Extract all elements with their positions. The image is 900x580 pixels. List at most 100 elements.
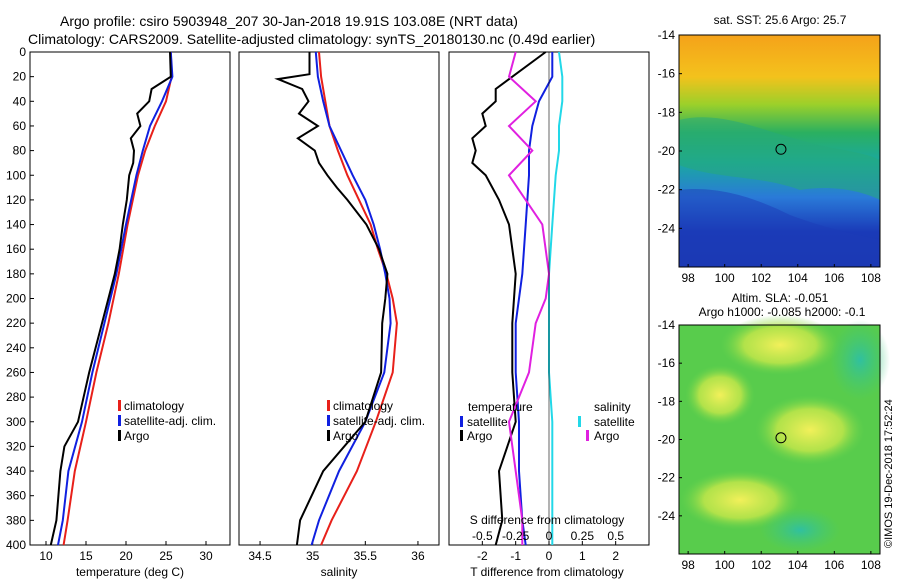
sla-high-north <box>720 315 840 375</box>
legend-swatch-argo <box>118 430 121 441</box>
depth-tick-label: 0 <box>19 45 26 59</box>
sla-map <box>678 315 890 555</box>
s-tick-label: 0.25 <box>571 529 595 543</box>
x-tick-label: 0 <box>546 549 553 563</box>
series-line-satellite-adj-clim- <box>57 51 174 546</box>
temperature-xlabel: temperature (deg C) <box>76 565 184 579</box>
difference-xlabel: T difference from climatology <box>470 565 624 579</box>
sla-low-south <box>760 508 840 552</box>
map-y-tick-label: -20 <box>658 144 676 158</box>
depth-axis: 0 20 40 60 80 100 120 140 160 180 200 220 240 260 280 3… <box>6 45 34 552</box>
x-tick-label: 25 <box>159 549 173 563</box>
argo-position-marker <box>775 143 787 155</box>
salinity-xlabel: salinity <box>321 565 358 579</box>
map-y-tick-label: -18 <box>658 394 676 408</box>
series-line-t-argo <box>471 51 547 546</box>
series-line-satellite-adj-clim- <box>310 51 392 546</box>
sla-title-2: Argo h1000: -0.085 h2000: -0.1 <box>699 305 866 319</box>
depth-tick-label: 120 <box>6 193 26 207</box>
depth-tick-label: 340 <box>6 464 26 478</box>
depth-tick-label: 80 <box>13 144 27 158</box>
depth-tick-label: 360 <box>6 489 26 503</box>
map-y-tick-label: -14 <box>658 28 676 42</box>
depth-tick-label: 300 <box>6 415 26 429</box>
map-y-tick-label: -14 <box>658 318 676 332</box>
legend-temperature-title: temperature <box>468 400 533 414</box>
legend-swatch-satellite <box>327 415 330 426</box>
title-line-1: Argo profile: csiro 5903948_207 30-Jan-2… <box>60 13 518 29</box>
depth-tick-label: 220 <box>6 316 26 330</box>
depth-tick-label: 260 <box>6 365 26 379</box>
x-tick-label: 1 <box>579 549 586 563</box>
legend-satellite: satellite-adj. clim. <box>124 414 216 428</box>
depth-tick-label: 200 <box>6 292 26 306</box>
x-tick-label: 35 <box>306 549 320 563</box>
sla-title-1: Altim. SLA: -0.051 <box>732 291 829 305</box>
map-x-tick-label: 106 <box>824 271 844 285</box>
title-line-2: Climatology: CARS2009. Satellite-adjuste… <box>28 31 595 47</box>
series-line-climatology <box>62 51 173 546</box>
depth-tick-label: 160 <box>6 242 26 256</box>
legend-swatch-s-argo <box>586 430 589 441</box>
legend-climatology: climatology <box>124 399 184 413</box>
map-x-tick-label: 106 <box>824 558 844 572</box>
x-tick-label: 36 <box>411 549 425 563</box>
map-y-tick-label: -22 <box>658 471 676 485</box>
legend-t-argo: Argo <box>467 429 493 443</box>
sst-title: sat. SST: 25.6 Argo: 25.7 <box>714 13 847 27</box>
legend-t-satellite: satellite <box>467 415 508 429</box>
x-tick-label: 2 <box>612 549 619 563</box>
x-tick-label: 20 <box>119 549 133 563</box>
x-tick-label: 10 <box>39 549 53 563</box>
difference-xlabel-top: S difference from climatology <box>470 513 625 527</box>
map-x-tick-label: 104 <box>788 271 808 285</box>
sst-map <box>678 34 881 268</box>
legend-swatch-climatology <box>327 400 330 411</box>
sla-axes: 98 100 102 104 106 108 -14 -16 -18 -20 -22 -24 <box>658 318 882 572</box>
difference-plot: -2 -1 0 1 2-0.5 -0.25 0 0.25 0.5 <box>471 51 624 563</box>
map-y-tick-label: -16 <box>658 67 676 81</box>
depth-tick-label: 100 <box>6 168 26 182</box>
series-line-argo <box>274 52 389 546</box>
map-x-tick-label: 108 <box>861 271 881 285</box>
legend-swatch-satellite <box>118 415 121 426</box>
temperature-legend: climatology satellite-adj. clim. Argo <box>118 399 216 443</box>
map-x-tick-label: 100 <box>715 558 735 572</box>
legend-argo: Argo <box>124 429 150 443</box>
temperature-plot: 10 15 20 25 30 <box>39 51 213 563</box>
salinity-plot: 34.5 35 35.5 36 <box>248 51 425 563</box>
legend-s-satellite: satellite <box>594 415 635 429</box>
x-tick-label: 34.5 <box>248 549 272 563</box>
legend-swatch-argo <box>327 430 330 441</box>
x-tick-label: 35.5 <box>354 549 378 563</box>
s-tick-label: -0.5 <box>472 529 493 543</box>
depth-tick-label: 380 <box>6 513 26 527</box>
map-x-tick-label: 108 <box>861 558 881 572</box>
map-x-tick-label: 104 <box>788 558 808 572</box>
s-tick-label: -0.25 <box>502 529 530 543</box>
depth-tick-label: 320 <box>6 439 26 453</box>
legend-swatch-climatology <box>118 400 121 411</box>
x-tick-label: -1 <box>510 549 521 563</box>
legend-salinity-title: salinity <box>594 400 631 414</box>
legend-argo: Argo <box>333 429 359 443</box>
legend-swatch-s-satellite <box>578 416 581 427</box>
imos-watermark: ©IMOS 19-Dec-2018 17:52:24 <box>883 399 895 548</box>
legend-s-argo: Argo <box>594 429 620 443</box>
x-tick-label: 30 <box>199 549 213 563</box>
depth-tick-label: 400 <box>6 538 26 552</box>
depth-tick-label: 40 <box>13 94 27 108</box>
depth-tick-label: 20 <box>13 70 27 84</box>
map-y-tick-label: -16 <box>658 356 676 370</box>
legend-satellite: satellite-adj. clim. <box>333 414 425 428</box>
depth-tick-label: 60 <box>13 119 27 133</box>
s-tick-label: 0.5 <box>607 529 624 543</box>
map-y-tick-label: -22 <box>658 183 676 197</box>
argo-position-marker <box>775 432 787 444</box>
salinity-legend: climatology satellite-adj. clim. Argo <box>327 399 425 443</box>
map-y-tick-label: -24 <box>658 509 676 523</box>
map-x-tick-label: 98 <box>681 558 695 572</box>
depth-tick-label: 240 <box>6 341 26 355</box>
map-x-tick-label: 100 <box>715 271 735 285</box>
